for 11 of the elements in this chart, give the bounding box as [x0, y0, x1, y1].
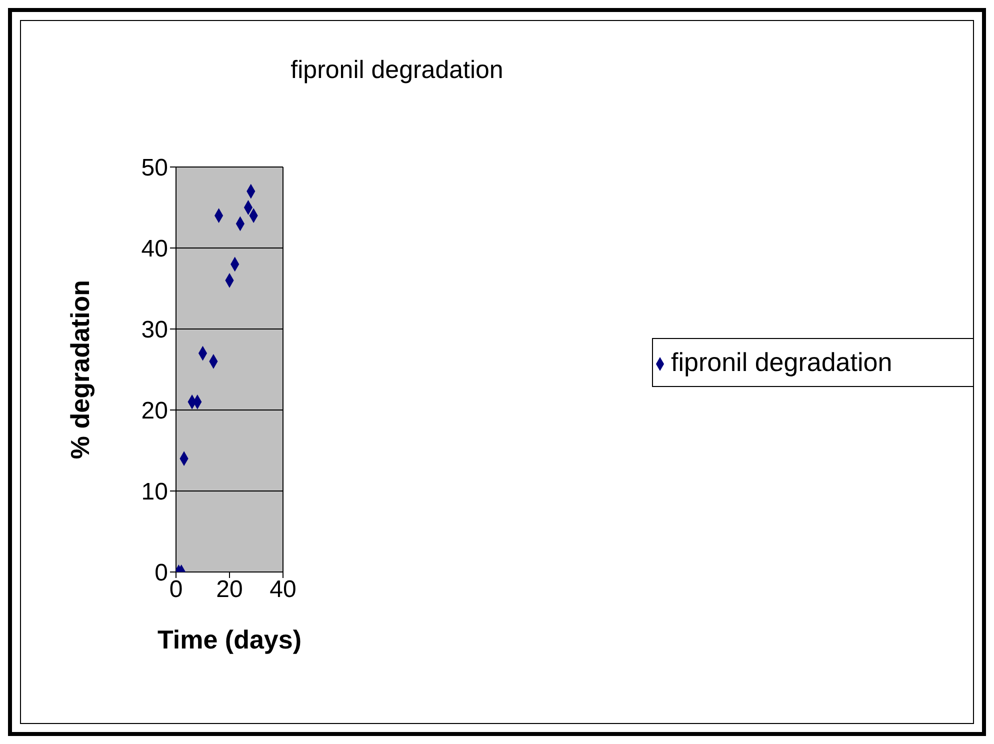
- text: fipronil degradation: [290, 56, 504, 85]
- x-tick-label: 20: [216, 576, 243, 604]
- legend-label: fipronil degradation: [671, 347, 892, 377]
- x-axis-title: Time (days): [157, 624, 302, 654]
- y-axis-title: % degradation: [65, 280, 96, 460]
- y-tick-label: 30: [141, 316, 168, 344]
- y-tick-label: 50: [141, 154, 168, 182]
- y-tick-label: 40: [141, 236, 168, 263]
- y-tick-label: 20: [141, 398, 168, 425]
- x-tick-label: 40: [270, 576, 296, 604]
- y-tick-label: 10: [141, 478, 168, 506]
